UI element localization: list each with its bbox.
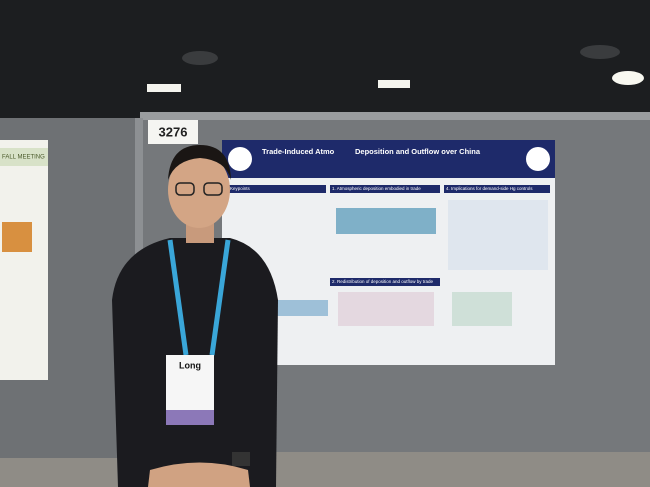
ceiling-light xyxy=(378,80,410,88)
section-header xyxy=(330,185,440,193)
banner-text: FALL MEETING xyxy=(2,155,45,161)
figure xyxy=(272,300,328,316)
poster-title: Trade-Induced Atmo xyxy=(262,147,335,156)
section-title: Keypoints xyxy=(230,186,251,191)
section-title: 1. Atmospheric deposition embodied in tr… xyxy=(332,186,421,191)
logo xyxy=(228,147,252,171)
figure xyxy=(336,208,436,234)
glasses xyxy=(203,182,223,196)
section-header xyxy=(228,185,326,193)
badge-strip xyxy=(166,410,214,425)
watch xyxy=(232,452,250,466)
vent xyxy=(580,45,620,59)
logo xyxy=(526,147,550,171)
section-title: 2. Redistribution of deposition and outf… xyxy=(332,279,434,284)
ceiling xyxy=(0,0,650,120)
section-title: 4. Implications for demand-side Hg contr… xyxy=(446,186,533,191)
board-frame xyxy=(140,112,650,120)
board-number-card xyxy=(148,120,198,144)
section-header xyxy=(330,278,440,286)
person-hands xyxy=(148,462,250,487)
ceiling-light xyxy=(147,84,181,92)
vent xyxy=(182,51,218,65)
glasses xyxy=(175,182,195,196)
banner xyxy=(0,148,48,166)
ceiling-light xyxy=(612,71,644,85)
person-hair xyxy=(168,145,231,180)
figure xyxy=(452,292,512,326)
section-header xyxy=(444,185,550,193)
badge-name: Long xyxy=(179,360,201,370)
board-number: 3276 xyxy=(159,124,188,139)
person-face xyxy=(168,152,230,228)
lanyard xyxy=(167,239,231,356)
figure xyxy=(2,222,32,252)
poster-header xyxy=(222,140,555,178)
figure xyxy=(338,292,434,326)
poster-title: Deposition and Outflow over China xyxy=(355,147,481,156)
left-poster xyxy=(0,140,48,380)
figure xyxy=(448,200,548,270)
